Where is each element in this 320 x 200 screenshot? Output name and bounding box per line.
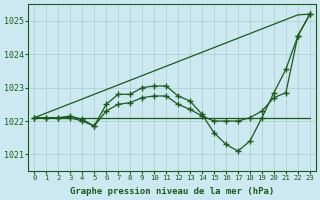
X-axis label: Graphe pression niveau de la mer (hPa): Graphe pression niveau de la mer (hPa) <box>70 187 274 196</box>
